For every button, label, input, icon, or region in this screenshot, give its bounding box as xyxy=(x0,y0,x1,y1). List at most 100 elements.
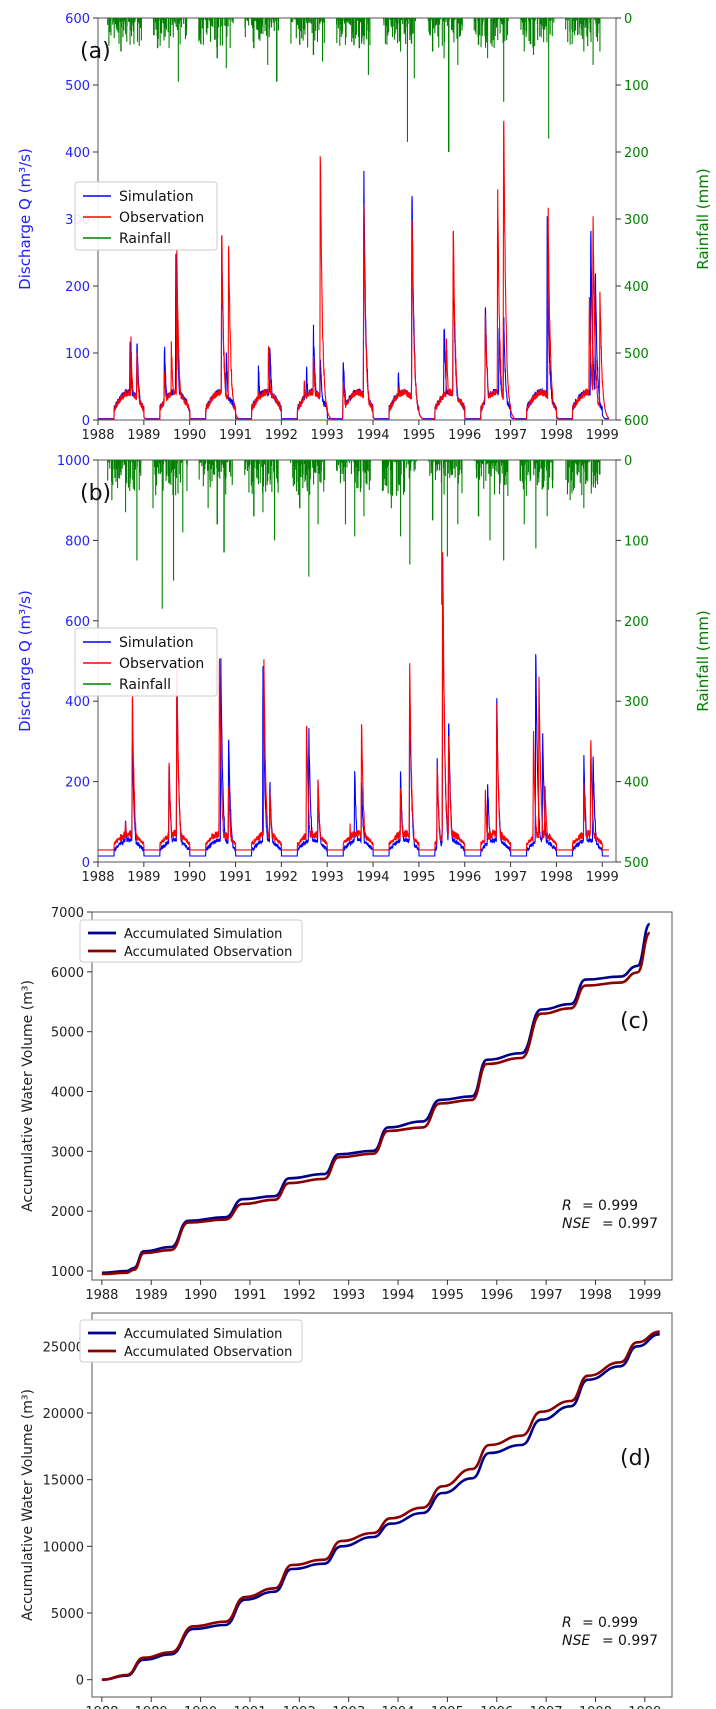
x-tick-label: 1990 xyxy=(184,1288,217,1303)
legend: Simulation Observation Rainfall xyxy=(74,627,218,697)
x-tick-label: 1991 xyxy=(233,1705,266,1709)
x-tick-label: 1989 xyxy=(135,1288,168,1303)
x-tick-label: 1997 xyxy=(530,1288,563,1303)
legend-label: Rainfall xyxy=(119,677,171,693)
series-simulation xyxy=(98,557,609,857)
y-tick-label: 200 xyxy=(65,280,90,295)
x-tick-label: 1996 xyxy=(448,428,481,443)
y-tick-label: 10000 xyxy=(43,1540,84,1555)
stat-nse-value: 0.997 xyxy=(618,1216,658,1232)
x-tick-label: 1994 xyxy=(381,1288,414,1303)
y-tick-label: 800 xyxy=(65,534,90,549)
y-tick-label: 7000 xyxy=(51,906,84,921)
panel-label: (b) xyxy=(80,481,111,506)
legend-box xyxy=(79,1319,303,1363)
stat-nse-label: NSE xyxy=(562,1633,590,1649)
x-tick-label: 1989 xyxy=(127,870,160,885)
x-tick-label: 1998 xyxy=(540,428,573,443)
y2-axis-title: Rainfall (mm) xyxy=(694,610,712,711)
panel-d: 0 5000 10000 15000 20000 25000 1988 1989 1990 199… xyxy=(20,1312,673,1709)
y-tick-label: 0 xyxy=(82,856,90,871)
x-tick-label: 1988 xyxy=(85,1705,118,1709)
y2-tick-label: 300 xyxy=(624,213,649,228)
x-tick-label: 1992 xyxy=(283,1705,316,1709)
x-tick-label: 1992 xyxy=(265,428,298,443)
legend-box xyxy=(79,919,303,963)
y2-tick-label: 100 xyxy=(624,534,649,549)
legend-label: Simulation xyxy=(119,189,194,205)
x-tick-label: 1997 xyxy=(530,1705,563,1709)
y-tick-label: 15000 xyxy=(43,1474,84,1489)
x-tick-label: 1990 xyxy=(173,428,206,443)
y2-tick-label: 400 xyxy=(624,776,649,791)
x-tick-label: 1997 xyxy=(494,870,527,885)
x-tick-label: 1999 xyxy=(586,870,619,885)
y-tick-label: 2000 xyxy=(51,1205,84,1220)
series-observation xyxy=(98,552,609,851)
x-tick-label: 1989 xyxy=(127,428,160,443)
x-tick-label: 1988 xyxy=(81,870,114,885)
series-observation xyxy=(98,120,610,420)
x-tick-label: 1996 xyxy=(448,870,481,885)
rainfall-bars xyxy=(106,18,601,152)
stat-r-label: R xyxy=(562,1198,572,1214)
rainfall-bars xyxy=(107,460,601,609)
y2-tick-label: 100 xyxy=(624,79,649,94)
y-tick-label: 4000 xyxy=(51,1086,84,1101)
panel-label: (c) xyxy=(620,1009,649,1034)
y2-tick-label: 400 xyxy=(624,280,649,295)
y-axis-title: Accumulative Water Volume (m³) xyxy=(20,1389,36,1621)
x-tick-label: 1999 xyxy=(628,1288,661,1303)
panel-b: 0 200 400 600 800 1000 0 100 200 300 400 500 1988 198… xyxy=(16,454,712,885)
legend-label: Accumulated Observation xyxy=(124,945,292,960)
x-tick-label: 1995 xyxy=(431,1288,464,1303)
y2-tick-label: 300 xyxy=(624,695,649,710)
x-tick-label: 1995 xyxy=(402,428,435,443)
y2-axis-title: Rainfall (mm) xyxy=(694,168,712,269)
y-tick-label: 25000 xyxy=(43,1340,84,1355)
legend: Accumulated Simulation Accumulated Observ… xyxy=(79,919,303,963)
y-tick-label: 100 xyxy=(65,347,90,362)
series-accumulated-observation xyxy=(101,1330,660,1681)
panel-c-frame xyxy=(91,911,673,1281)
x-tick-label: 1993 xyxy=(332,1288,365,1303)
x-tick-label: 1999 xyxy=(586,428,619,443)
x-tick-label: 1991 xyxy=(219,428,252,443)
y2-tick-label: 500 xyxy=(624,347,649,362)
x-tick-label: 1998 xyxy=(579,1705,612,1709)
panel-a: 0100200300400500600010020030040050060019… xyxy=(16,12,712,443)
x-tick-label: 1990 xyxy=(173,870,206,885)
stat-nse-label: NSE xyxy=(562,1216,590,1232)
panel-label: (d) xyxy=(620,1446,651,1471)
stat-equals: = xyxy=(602,1633,614,1649)
stat-equals: = xyxy=(582,1198,594,1214)
x-tick-label: 1993 xyxy=(311,870,344,885)
y-tick-label: 0 xyxy=(82,414,90,429)
x-tick-label: 1994 xyxy=(356,428,389,443)
x-tick-label: 1998 xyxy=(540,870,573,885)
legend-label: Observation xyxy=(119,210,204,226)
x-tick-label: 1990 xyxy=(184,1705,217,1709)
y-tick-label: 6000 xyxy=(51,966,84,981)
x-tick-label: 1998 xyxy=(579,1288,612,1303)
y-tick-label: 400 xyxy=(65,146,90,161)
legend-box xyxy=(74,627,218,697)
legend-label: Accumulated Simulation xyxy=(124,927,282,942)
y-tick-label: 5000 xyxy=(51,1026,84,1041)
stat-equals: = xyxy=(582,1615,594,1631)
stat-r-value: 0.999 xyxy=(598,1615,638,1631)
legend-box xyxy=(74,181,218,251)
series-accumulated-observation xyxy=(101,931,652,1276)
y2-tick-label: 0 xyxy=(624,12,632,27)
legend-label: Accumulated Observation xyxy=(124,1345,292,1360)
stat-equals: = xyxy=(602,1216,614,1232)
x-tick-label: 1993 xyxy=(332,1705,365,1709)
x-tick-label: 1988 xyxy=(85,1288,118,1303)
legend-label: Rainfall xyxy=(119,231,171,247)
x-tick-label: 1997 xyxy=(494,428,527,443)
x-tick-label: 1996 xyxy=(480,1705,513,1709)
y2-tick-label: 200 xyxy=(624,615,649,630)
y2-tick-label: 600 xyxy=(624,414,649,429)
